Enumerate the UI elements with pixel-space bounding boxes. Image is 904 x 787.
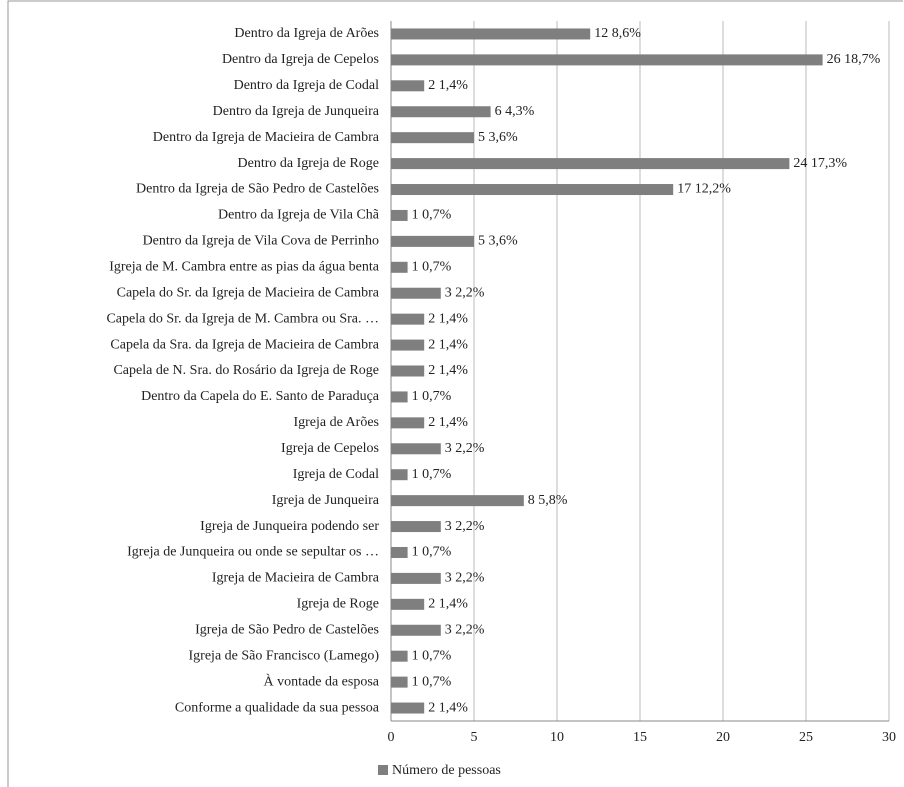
- data-label: 2 1,4%: [428, 415, 468, 430]
- legend-label: Número de pessoas: [392, 763, 501, 778]
- data-label: 24 17,3%: [793, 156, 847, 171]
- data-label: 3 2,2%: [445, 571, 485, 586]
- y-tick-label: Dentro da Igreja de Macieira de Cambra: [153, 130, 380, 145]
- x-tick-label: 10: [550, 730, 564, 745]
- data-label: 17 12,2%: [677, 182, 731, 197]
- data-label: 12 8,6%: [594, 26, 641, 41]
- bar: [391, 624, 441, 636]
- y-tick-label: Dentro da Igreja de Vila Chã: [218, 208, 380, 223]
- data-label: 1 0,7%: [412, 545, 452, 560]
- x-tick-label: 20: [716, 730, 730, 745]
- y-tick-label: Dentro da Igreja de Roge: [238, 156, 380, 171]
- data-label: 1 0,7%: [412, 389, 452, 404]
- y-tick-label: Dentro da Igreja de Codal: [234, 78, 379, 93]
- data-label: 26 18,7%: [827, 52, 881, 67]
- y-tick-label: Igreja de Codal: [293, 467, 379, 482]
- bar: [391, 702, 425, 714]
- bar: [391, 572, 441, 584]
- bar: [391, 313, 425, 325]
- y-tick-label: Dentro da Igreja de São Pedro de Castelõ…: [136, 182, 379, 197]
- x-tick-label: 30: [882, 730, 896, 745]
- y-tick-label: Dentro da Igreja de Vila Cova de Perrinh…: [143, 234, 379, 249]
- y-tick-label: Conforme a qualidade da sua pessoa: [175, 700, 380, 715]
- legend-swatch: [378, 765, 388, 775]
- data-label: 2 1,4%: [428, 337, 468, 352]
- y-tick-label: Igreja de Arões: [293, 415, 379, 430]
- y-tick-label: Igreja de Junqueira podendo ser: [200, 519, 379, 534]
- x-tick-label: 0: [388, 730, 395, 745]
- bar: [391, 469, 408, 481]
- y-tick-label: Capela do Sr. da Igreja de M. Cambra ou …: [106, 311, 379, 326]
- y-tick-label: Igreja de Cepelos: [281, 441, 379, 456]
- bar: [391, 650, 408, 662]
- bar: [391, 546, 408, 558]
- bar: [391, 417, 425, 429]
- bar: [391, 132, 474, 144]
- bar: [391, 287, 441, 299]
- data-label: 1 0,7%: [412, 208, 452, 223]
- bar: [391, 443, 441, 455]
- x-tick-label: 5: [471, 730, 478, 745]
- data-label: 1 0,7%: [412, 674, 452, 689]
- bar: [391, 365, 425, 377]
- x-tick-label: 25: [799, 730, 813, 745]
- bar: [391, 209, 408, 221]
- data-label: 8 5,8%: [528, 493, 568, 508]
- data-label: 5 3,6%: [478, 130, 518, 145]
- data-label: 5 3,6%: [478, 234, 518, 249]
- y-tick-label: Igreja de São Francisco (Lamego): [189, 648, 380, 663]
- x-tick-label: 15: [633, 730, 647, 745]
- y-tick-label: Capela da Sra. da Igreja de Macieira de …: [110, 337, 379, 352]
- bar: [391, 158, 790, 170]
- bar: [391, 521, 441, 533]
- frame: [7, 0, 903, 787]
- data-label: 3 2,2%: [445, 285, 485, 300]
- bar: [391, 54, 823, 66]
- bar: [391, 676, 408, 688]
- y-tick-label: Capela de N. Sra. do Rosário da Igreja d…: [113, 363, 379, 378]
- y-tick-label: Capela do Sr. da Igreja de Macieira de C…: [117, 285, 380, 300]
- data-label: 3 2,2%: [445, 622, 485, 637]
- data-label: 1 0,7%: [412, 260, 452, 275]
- bar: [391, 184, 674, 196]
- y-tick-label: Igreja de Macieira de Cambra: [212, 571, 380, 586]
- bar: [391, 106, 491, 118]
- bar: [391, 261, 408, 273]
- bar: [391, 339, 425, 351]
- y-tick-label: Igreja de São Pedro de Castelões: [195, 622, 379, 637]
- y-tick-label: À vontade da esposa: [264, 672, 380, 689]
- bar: [391, 495, 524, 507]
- data-label: 2 1,4%: [428, 311, 468, 326]
- data-label: 3 2,2%: [445, 441, 485, 456]
- bar: [391, 28, 591, 40]
- data-label: 2 1,4%: [428, 597, 468, 612]
- data-label: 6 4,3%: [495, 104, 535, 119]
- data-label: 1 0,7%: [412, 648, 452, 663]
- y-tick-label: Dentro da Capela do E. Santo de Paraduça: [141, 389, 380, 404]
- bar: [391, 80, 425, 92]
- y-tick-label: Igreja de Junqueira ou onde se sepultar …: [127, 545, 379, 560]
- y-tick-label: Dentro da Igreja de Cepelos: [222, 52, 379, 67]
- y-tick-label: Igreja de Roge: [297, 597, 379, 612]
- y-tick-label: Dentro da Igreja de Arões: [234, 26, 379, 41]
- data-label: 3 2,2%: [445, 519, 485, 534]
- data-label: 1 0,7%: [412, 467, 452, 482]
- bar: [391, 391, 408, 403]
- bar: [391, 598, 425, 610]
- y-tick-label: Dentro da Igreja de Junqueira: [213, 104, 380, 119]
- bar: [391, 235, 474, 247]
- data-label: 2 1,4%: [428, 700, 468, 715]
- data-label: 2 1,4%: [428, 363, 468, 378]
- y-tick-label: Igreja de M. Cambra entre as pias da águ…: [109, 260, 380, 275]
- data-label: 2 1,4%: [428, 78, 468, 93]
- y-tick-label: Igreja de Junqueira: [272, 493, 380, 508]
